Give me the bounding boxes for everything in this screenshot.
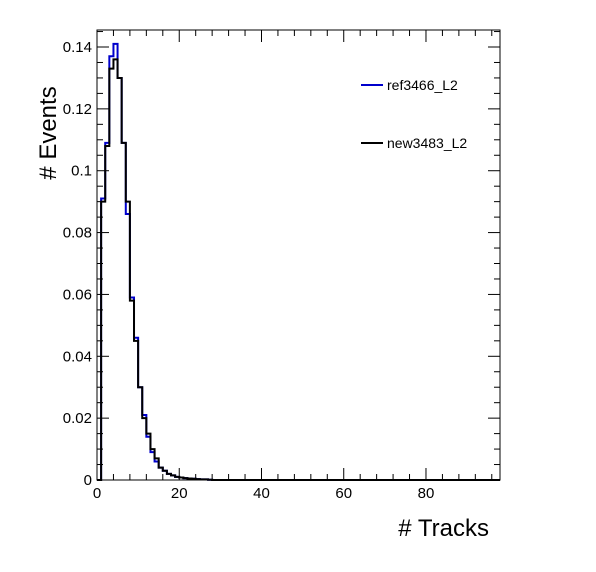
- y-tick-label: 0.06: [63, 286, 92, 303]
- y-tick-label: 0: [84, 472, 92, 489]
- y-tick-label: 0.12: [63, 101, 92, 118]
- y-tick-label: 0.1: [71, 163, 92, 180]
- y-tick-label: 0.14: [63, 39, 92, 56]
- plot-frame: [96, 29, 501, 481]
- x-tick-label: 20: [171, 485, 188, 502]
- x-tick-label: 40: [253, 485, 270, 502]
- y-tick-labels: 0 0.02 0.04 0.06 0.08 0.1 0.12 0.14: [63, 39, 92, 489]
- x-tick-label: 60: [335, 485, 352, 502]
- histogram-series-layer: [97, 42, 500, 481]
- x-axis-title: # Tracks: [398, 515, 489, 542]
- legend-label-new: new3483_L2: [387, 135, 467, 151]
- y-tick-label: 0.02: [63, 410, 92, 427]
- axis-ticks: [96, 30, 500, 481]
- x-tick-label: 0: [93, 485, 101, 502]
- histogram-series-new: [97, 58, 500, 481]
- y-tick-label: 0.04: [63, 348, 92, 365]
- legend-label-ref: ref3466_L2: [387, 77, 458, 93]
- legend: ref3466_L2 new3483_L2: [361, 77, 467, 151]
- x-tick-labels: 0 20 40 60 80: [93, 485, 434, 502]
- y-axis-title: # Events: [35, 86, 62, 179]
- x-tick-label: 80: [418, 485, 435, 502]
- y-tick-label: 0.08: [63, 225, 92, 242]
